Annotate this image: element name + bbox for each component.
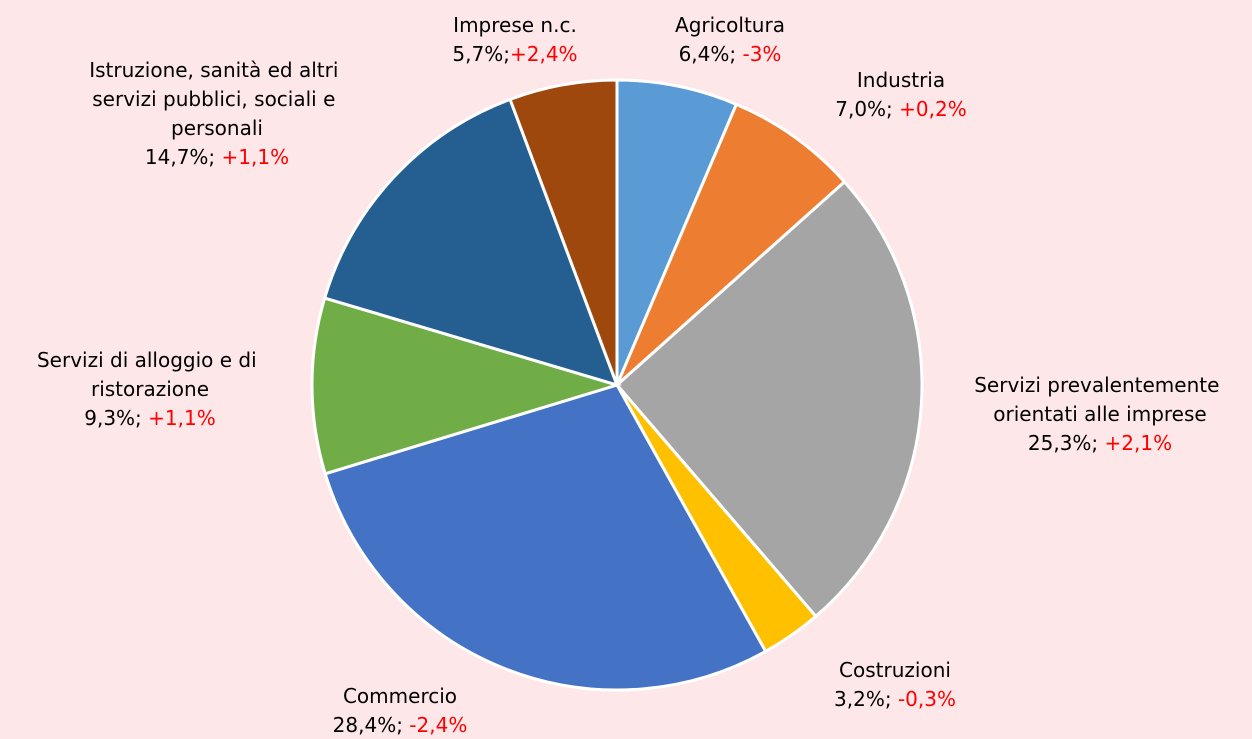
category-label: Servizi di alloggio e di ristorazione [37, 348, 263, 401]
value-change: +0,2% [899, 97, 967, 121]
pie-slice [615, 78, 739, 386]
value-label: 28,4%; -2,4% [333, 713, 468, 737]
value-percent: 5,7%; [452, 42, 510, 66]
category-label: Istruzione, sanità ed altri servizi pubb… [89, 58, 345, 140]
value-percent: 14,7%; [145, 145, 215, 169]
pie-slice [323, 383, 768, 692]
value-change: -0,3% [898, 687, 956, 711]
value-percent: 7,0%; [835, 97, 893, 121]
value-label: 3,2%; -0,3% [834, 687, 956, 711]
category-label: Agricoltura [675, 13, 785, 37]
value-change: -2,4% [409, 713, 467, 737]
pie-slice [614, 179, 924, 619]
value-percent: 28,4%; [333, 713, 403, 737]
pie-slice [310, 296, 623, 476]
value-change: +2,4% [510, 42, 578, 66]
value-percent: 25,3%; [1028, 431, 1098, 455]
value-change: +2,1% [1105, 431, 1173, 455]
category-label: Commercio [343, 684, 457, 708]
category-label: Industria [857, 68, 945, 92]
value-percent: 9,3%; [84, 406, 142, 430]
value-label: 5,7%;+2,4% [452, 42, 577, 66]
value-label: 25,3%; +2,1% [1028, 431, 1172, 455]
value-label: 7,0%; +0,2% [835, 97, 967, 121]
pie-slice [508, 78, 619, 386]
pie-slice [615, 102, 847, 387]
category-label: Costruzioni [839, 658, 951, 682]
value-change: +1,1% [222, 145, 290, 169]
value-change: -3% [742, 42, 781, 66]
category-label: Imprese n.c. [453, 13, 577, 37]
value-change: +1,1% [148, 406, 216, 430]
value-label: 14,7%; +1,1% [145, 145, 289, 169]
pie-slice [322, 97, 620, 388]
category-label: Servizi prevalentemente orientati alle i… [974, 373, 1226, 426]
value-label: 9,3%; +1,1% [84, 406, 216, 430]
value-label: 6,4%; -3% [679, 42, 782, 66]
value-percent: 3,2%; [834, 687, 892, 711]
value-percent: 6,4%; [679, 42, 737, 66]
